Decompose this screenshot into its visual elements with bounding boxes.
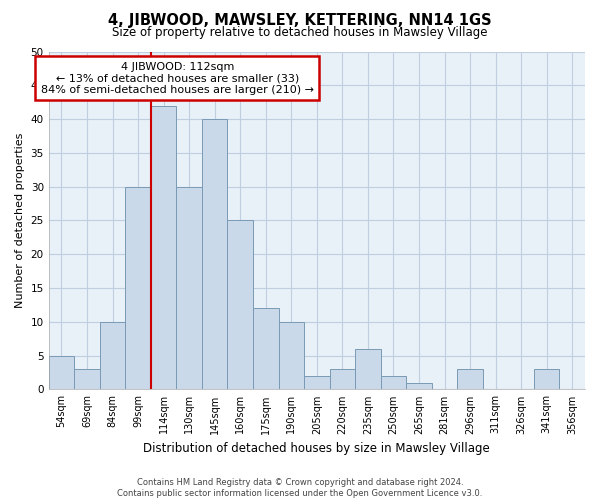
Bar <box>151 106 176 390</box>
Y-axis label: Number of detached properties: Number of detached properties <box>15 133 25 308</box>
Text: Size of property relative to detached houses in Mawsley Village: Size of property relative to detached ho… <box>112 26 488 39</box>
Text: Contains HM Land Registry data © Crown copyright and database right 2024.
Contai: Contains HM Land Registry data © Crown c… <box>118 478 482 498</box>
Text: 4, JIBWOOD, MAWSLEY, KETTERING, NN14 1GS: 4, JIBWOOD, MAWSLEY, KETTERING, NN14 1GS <box>108 12 492 28</box>
Bar <box>176 186 202 390</box>
Bar <box>278 322 304 390</box>
Bar <box>202 119 227 390</box>
X-axis label: Distribution of detached houses by size in Mawsley Village: Distribution of detached houses by size … <box>143 442 490 455</box>
Bar <box>406 382 432 390</box>
Bar <box>329 369 355 390</box>
Bar <box>49 356 74 390</box>
Bar <box>100 322 125 390</box>
Text: 4 JIBWOOD: 112sqm
← 13% of detached houses are smaller (33)
84% of semi-detached: 4 JIBWOOD: 112sqm ← 13% of detached hous… <box>41 62 314 95</box>
Bar <box>304 376 329 390</box>
Bar <box>227 220 253 390</box>
Bar <box>74 369 100 390</box>
Bar <box>534 369 559 390</box>
Bar <box>457 369 483 390</box>
Bar <box>380 376 406 390</box>
Bar <box>253 308 278 390</box>
Bar <box>125 186 151 390</box>
Bar <box>355 349 380 390</box>
